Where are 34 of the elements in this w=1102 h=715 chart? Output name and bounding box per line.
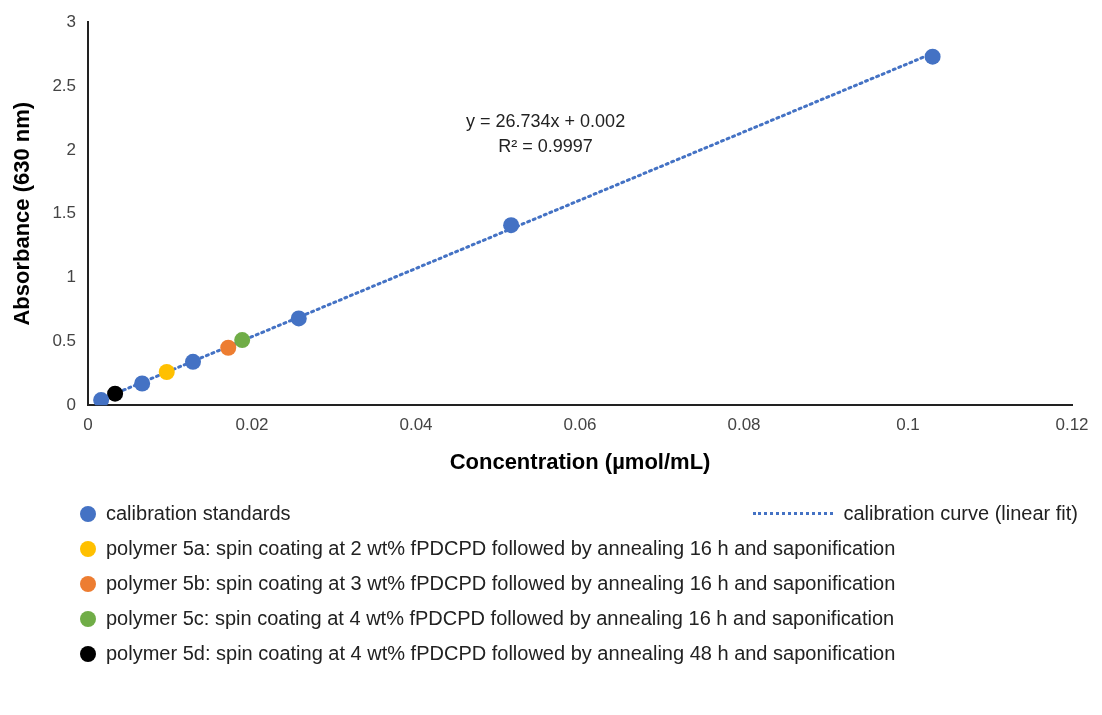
x-tick-label: 0.04 [399,415,433,435]
y-tick-label: 0 [66,394,77,414]
legend-label: calibration standards [106,502,291,525]
y-tick-label: 0.5 [52,331,77,351]
legend-label: polymer 5c: spin coating at 4 wt% fPDCPD followed by annealing 16 h and saponification [106,607,895,630]
x-tick-label: 0.06 [563,415,597,435]
annotation: y = 26.734x + 0.002 [466,111,626,132]
y-tick-label: 3 [66,11,77,31]
x-axis-title: Concentration (µmol/mL) [449,448,711,474]
legend-label: polymer 5b: spin coating at 3 wt% fPDCPD followed by annealing 16 h and saponification [106,572,896,595]
y-tick-label: 2.5 [52,75,77,95]
point [220,339,237,356]
point [924,48,941,65]
x-tick-label: 0.08 [727,415,761,435]
legend-label: polymer 5d: spin coating at 4 wt% fPDCPD followed by annealing 48 h and saponification [106,642,896,665]
point [134,375,151,392]
annotation: R² = 0.9997 [498,136,593,157]
x-tick-label: 0.02 [235,415,269,435]
point [184,353,201,370]
x-tick-label: 0.12 [1055,415,1089,435]
x-tick-label: 0 [83,415,93,435]
y-tick-label: 1.5 [52,203,77,223]
legend-label: polymer 5a: spin coating at 2 wt% fPDCPD followed by annealing 16 h and saponification [106,537,896,560]
point [158,364,175,381]
y-tick-label: 1 [66,267,77,287]
point [234,332,251,349]
y-tick-label: 2 [66,139,77,159]
x-tick-label: 0.1 [896,415,920,435]
legend-label: calibration curve (linear fit) [843,502,1078,525]
point [290,310,307,327]
point [107,385,124,402]
point [93,392,110,406]
y-axis-title: Absorbance (630 nm) [9,101,35,326]
point [503,217,520,234]
